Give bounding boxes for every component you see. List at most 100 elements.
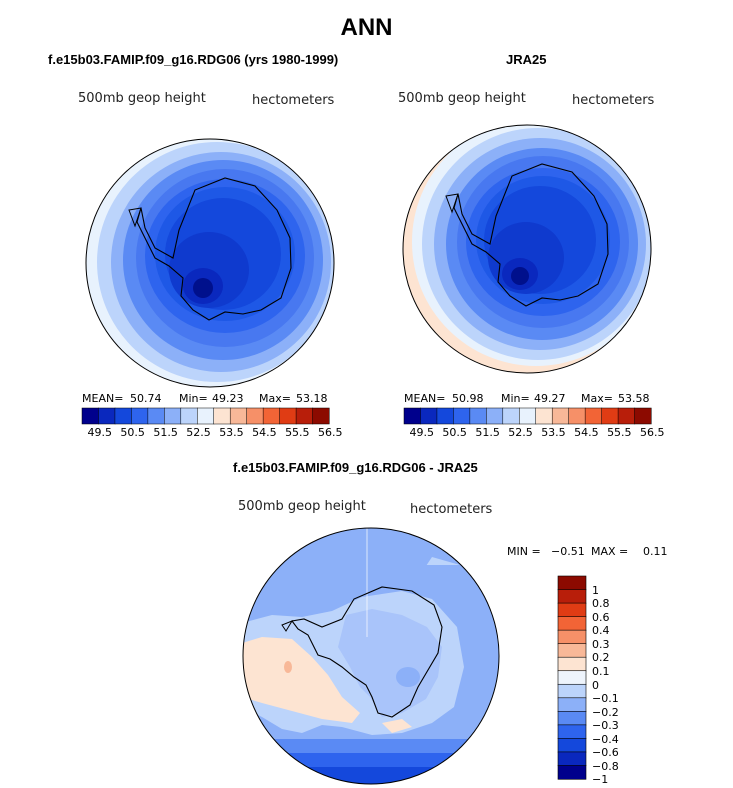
right-min-label: Min= [501, 392, 530, 405]
left-colorbar-cell [295, 407, 314, 425]
right-colorbar-tick-label: 49.5 [409, 426, 434, 439]
right-colorbar-tick-label: 52.5 [508, 426, 533, 439]
diff-colorbar-cell [557, 724, 587, 739]
right-colorbar-tick-label: 54.5 [574, 426, 599, 439]
right-mean-value: 50.98 [452, 392, 484, 405]
diff-colorbar-label: −0.6 [592, 746, 619, 760]
left-colorbar [81, 407, 330, 425]
left-colorbar-cell [279, 407, 297, 425]
left-colorbar-cell [164, 407, 182, 425]
diff-map [242, 527, 500, 785]
diff-colorbar-label: 0.8 [592, 597, 610, 611]
diff-colorbar-cell [557, 616, 587, 631]
diff-min-label: MIN = [507, 545, 541, 558]
diff-colorbar-label: 0.3 [592, 637, 610, 651]
left-colorbar-ticks: 49.5 50.5 51.5 52.5 53.5 54.5 55.5 56.5 [82, 426, 342, 440]
left-colorbar-tick-label: 54.5 [252, 426, 277, 439]
left-colorbar-cell [131, 407, 149, 425]
right-colorbar-cell [502, 407, 520, 425]
diff-colorbar-label: −0.3 [592, 719, 619, 733]
right-colorbar-cell [617, 407, 636, 425]
right-colorbar-cell [469, 407, 487, 425]
diff-colorbar-cell [557, 765, 587, 780]
diff-colorbar-label: −0.4 [592, 732, 619, 746]
left-colorbar-tick-label: 52.5 [186, 426, 211, 439]
left-colorbar-cell [246, 407, 264, 425]
left-colorbar-cell [98, 407, 116, 425]
left-panel-title: f.e15b03.FAMIP.f09_g16.RDG06 (yrs 1980-1… [48, 52, 339, 67]
diff-units-label: hectometers [410, 502, 493, 517]
left-colorbar-cell [213, 407, 231, 425]
right-colorbar-cell [453, 407, 471, 425]
right-colorbar-cell [535, 407, 553, 425]
diff-colorbar-cell [557, 670, 587, 685]
diff-max-value: 0.11 [643, 545, 668, 558]
right-colorbar-cell [584, 407, 603, 425]
right-colorbar-cell [420, 407, 438, 425]
right-colorbar-tick-label: 55.5 [607, 426, 632, 439]
left-colorbar-cell [114, 407, 132, 425]
right-colorbar-ticks: 49.5 50.5 51.5 52.5 53.5 54.5 55.5 56.5 [404, 426, 664, 440]
diff-colorbar-label: −0.2 [592, 705, 619, 719]
diff-colorbar-label: −0.1 [592, 692, 619, 706]
left-colorbar-tick-label: 55.5 [285, 426, 310, 439]
left-mean-label: MEAN= [82, 392, 124, 405]
left-max-label: Max= [259, 392, 291, 405]
diff-colorbar-cell [557, 656, 587, 672]
diff-max-label: MAX = [591, 545, 629, 558]
diff-field-label: 500mb geop height [238, 499, 366, 514]
diff-colorbar-cell [557, 575, 587, 591]
left-colorbar-cell [262, 407, 281, 425]
diff-colorbar-label: 1 [592, 583, 599, 597]
left-colorbar-cell [197, 407, 215, 425]
left-colorbar-tick-label: 56.5 [318, 426, 343, 439]
right-units-label: hectometers [572, 93, 655, 108]
diff-colorbar-cell [557, 629, 587, 645]
right-colorbar-tick-label: 51.5 [475, 426, 500, 439]
left-colorbar-cell [312, 407, 330, 425]
right-colorbar-cell [551, 407, 570, 425]
diff-colorbar-cell [557, 602, 587, 618]
right-colorbar-cell [519, 407, 537, 425]
right-colorbar-cell [436, 407, 454, 425]
right-mean-label: MEAN= [404, 392, 446, 405]
left-units-label: hectometers [252, 93, 335, 108]
left-max-value: 53.18 [296, 392, 328, 405]
diff-colorbar-cell [557, 589, 587, 604]
main-title: ANN [340, 14, 393, 41]
right-colorbar [403, 407, 652, 425]
diff-min-value: −0.51 [551, 545, 585, 558]
diff-colorbar-label: 0 [592, 678, 599, 692]
left-colorbar-cell [229, 407, 248, 425]
right-colorbar-tick-label: 53.5 [541, 426, 566, 439]
right-colorbar-cell [486, 407, 504, 425]
left-colorbar-tick-label: 51.5 [153, 426, 178, 439]
left-map [85, 138, 335, 388]
diff-colorbar-cell [557, 738, 587, 753]
diff-colorbar-labels: 1 0.8 0.6 0.4 0.3 0.2 0.1 0 −0.1 −0.2 −0.3 −0.4 −0.6… [592, 576, 632, 786]
right-colorbar-tick-label: 50.5 [442, 426, 467, 439]
diff-colorbar [557, 575, 587, 780]
left-colorbar-tick-label: 50.5 [120, 426, 145, 439]
right-colorbar-cell [403, 407, 422, 425]
left-min-label: Min= [179, 392, 208, 405]
diff-colorbar-cell [557, 697, 587, 712]
left-colorbar-tick-label: 49.5 [87, 426, 112, 439]
diff-colorbar-cell [557, 643, 587, 658]
left-colorbar-cell [81, 407, 100, 425]
diff-panel-title: f.e15b03.FAMIP.f09_g16.RDG06 - JRA25 [233, 460, 478, 475]
right-field-label: 500mb geop height [398, 91, 526, 106]
right-panel-title: JRA25 [506, 52, 547, 67]
right-colorbar-cell [601, 407, 619, 425]
left-min-value: 49.23 [212, 392, 244, 405]
left-colorbar-tick-label: 53.5 [219, 426, 244, 439]
left-mean-value: 50.74 [130, 392, 162, 405]
left-colorbar-cell [180, 407, 198, 425]
right-colorbar-cell [634, 407, 652, 425]
right-colorbar-tick-label: 56.5 [640, 426, 665, 439]
diff-colorbar-label: 0.6 [592, 610, 610, 624]
right-max-label: Max= [581, 392, 613, 405]
right-min-value: 49.27 [534, 392, 566, 405]
left-field-label: 500mb geop height [78, 91, 206, 106]
right-max-value: 53.58 [618, 392, 650, 405]
